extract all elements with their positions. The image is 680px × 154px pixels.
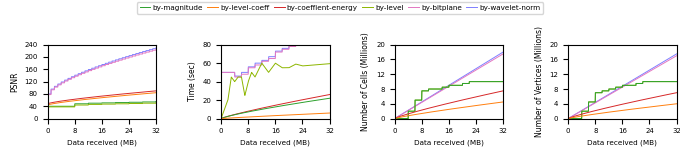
X-axis label: Data received (MB): Data received (MB) [241, 140, 310, 146]
Y-axis label: Number of Vertices (Millions): Number of Vertices (Millions) [535, 26, 544, 137]
Legend: by-magnitude, by-level-coeff, by-coeffient-energy, by-level, by-bitplane, by-wav: by-magnitude, by-level-coeff, by-coeffie… [137, 2, 543, 14]
X-axis label: Data received (MB): Data received (MB) [588, 140, 658, 146]
Y-axis label: PSNR: PSNR [10, 71, 19, 92]
X-axis label: Data received (MB): Data received (MB) [414, 140, 483, 146]
X-axis label: Data received (MB): Data received (MB) [67, 140, 137, 146]
Y-axis label: Number of Cells (Millions): Number of Cells (Millions) [361, 32, 371, 131]
Y-axis label: Time (sec): Time (sec) [188, 62, 197, 101]
